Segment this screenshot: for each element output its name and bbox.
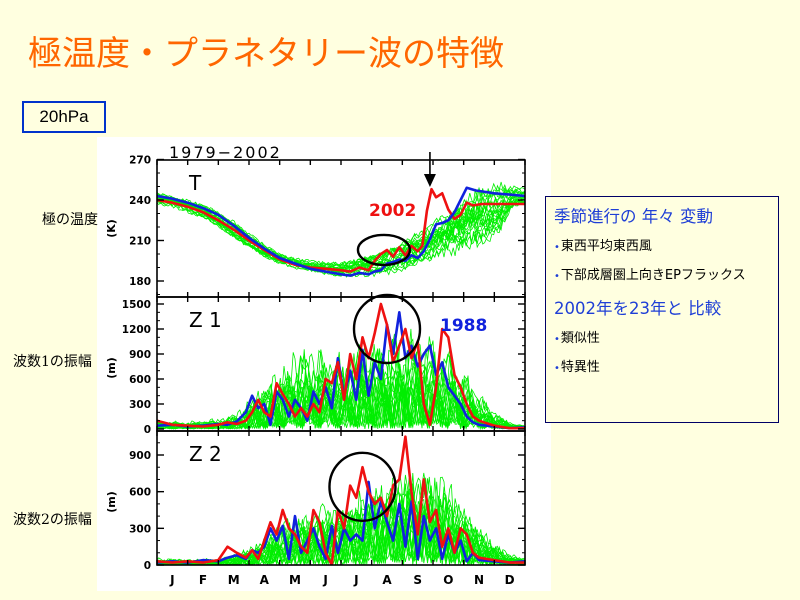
x-tick-label: J: [322, 573, 327, 587]
y-tick-label: 600: [129, 374, 151, 386]
row-label-wave2-amplitude: 波数2の振幅: [13, 512, 92, 528]
x-tick-label: M: [228, 573, 240, 587]
period-label: 1979−2002: [169, 143, 282, 162]
note-item: •特異性: [554, 358, 772, 378]
x-tick-label: J: [353, 573, 358, 587]
y-tick-label: 180: [129, 276, 151, 288]
y-axis-label: (K): [105, 219, 118, 238]
highlight-circle: [356, 233, 412, 267]
ensemble-line: [157, 197, 525, 268]
bullet-icon: •: [554, 334, 560, 345]
highlight-circle: [328, 451, 397, 522]
x-tick-label: N: [474, 573, 484, 587]
x-tick-label: S: [413, 573, 422, 587]
y-tick-label: 300: [129, 399, 151, 411]
notes-heading-seasonal: 季節進行の 年々 変動: [554, 207, 713, 226]
y-tick-label: 300: [129, 523, 151, 535]
y-tick-label: 0: [144, 424, 151, 436]
note-item: •類似性: [554, 329, 772, 349]
slide-title: 極温度・プラネタリー波の特徴: [28, 34, 504, 74]
chart-image-area: 1979−2002 180 210 240 270 (K) T 2002 0 300 600 900…: [97, 137, 551, 591]
panel-z1: 0 300 600 900 1200 1500 (m) Z 1 1988: [105, 293, 526, 436]
note-text: 東西平均東西風: [560, 239, 652, 254]
series-line-1988: [157, 186, 525, 277]
y-tick-label: 240: [129, 195, 151, 207]
note-item: •東西平均東西風: [554, 237, 772, 257]
series-line-1988: [157, 311, 525, 430]
y-axis-label: (m): [105, 491, 118, 513]
down-arrow-icon: [423, 152, 436, 187]
year-annotation-2002: 2002: [369, 201, 416, 221]
ensemble-line: [157, 181, 525, 278]
pressure-level-label: 20hPa: [22, 101, 106, 133]
ensemble-line: [157, 193, 525, 269]
x-tick-label: M: [289, 573, 301, 587]
notes-heading-comparison: 2002年を23年と 比較: [554, 299, 722, 318]
x-tick-label: J: [169, 573, 174, 587]
bullet-icon: •: [554, 271, 560, 282]
y-axis-label: (m): [105, 357, 118, 379]
x-tick-label: D: [505, 573, 515, 587]
y-tick-label: 900: [129, 450, 151, 462]
note-text: 類似性: [560, 331, 600, 346]
x-tick-label: A: [382, 573, 392, 587]
plot-area-z1: [157, 302, 525, 431]
y-tick-label: 0: [144, 560, 151, 572]
panel-label: Z 2: [189, 442, 222, 466]
highlight-circle: [352, 293, 422, 365]
series-line-2002: [157, 187, 525, 273]
ensemble-line: [157, 197, 525, 267]
y-tick-label: 270: [129, 155, 151, 167]
x-tick-label: A: [260, 573, 270, 587]
row-label-polar-temperature: 極の温度: [42, 212, 98, 228]
note-item: •下部成層圏上向きEPフラックス: [554, 266, 772, 286]
ensemble-line: [157, 187, 525, 275]
y-tick-label: 1200: [122, 324, 151, 336]
bullet-icon: •: [554, 363, 560, 374]
x-tick-label: O: [443, 573, 453, 587]
y-tick-label: 210: [129, 236, 151, 248]
year-annotation-1988: 1988: [440, 316, 487, 336]
panel-t: 180 210 240 270 (K) T 2002: [105, 152, 526, 298]
chart-svg: 1979−2002 180 210 240 270 (K) T 2002 0 300 600 900…: [105, 143, 526, 587]
x-tick-label: F: [199, 573, 207, 587]
y-tick-label: 600: [129, 487, 151, 499]
series-line-2002: [157, 302, 525, 430]
panel-label: T: [188, 171, 202, 195]
note-text: 下部成層圏上向きEPフラックス: [560, 268, 746, 283]
plot-area-t: [157, 181, 525, 278]
bullet-icon: •: [554, 242, 560, 253]
notes-box: 季節進行の 年々 変動 •東西平均東西風 •下部成層圏上向きEPフラックス 20…: [545, 196, 779, 423]
series-line-2002: [157, 435, 525, 565]
panel-z2: 0 300 600 900 (m) Z 2: [105, 430, 526, 572]
y-tick-label: 900: [129, 349, 151, 361]
y-tick-label: 1500: [122, 299, 151, 311]
panel-label: Z 1: [189, 308, 222, 332]
note-text: 特異性: [560, 360, 600, 375]
row-label-wave1-amplitude: 波数1の振幅: [13, 354, 92, 370]
